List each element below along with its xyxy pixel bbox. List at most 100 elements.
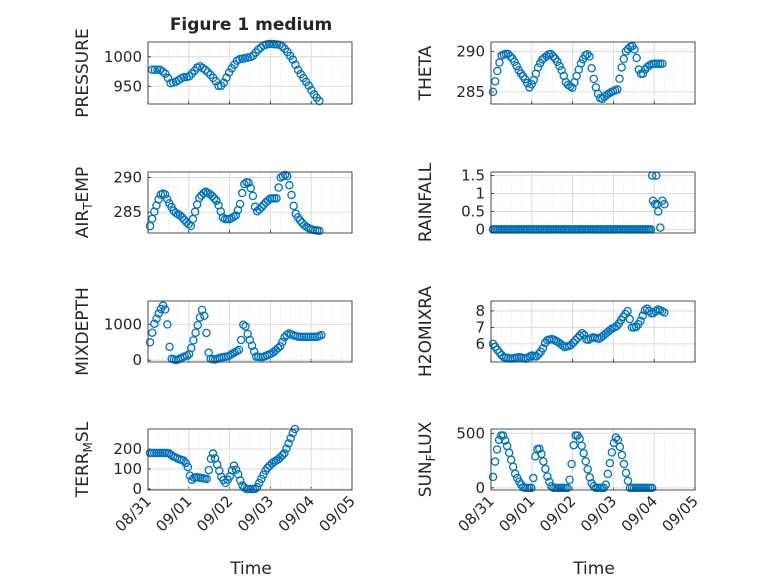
data-marker	[563, 483, 572, 493]
y-tick-label: 7	[475, 318, 485, 336]
data-marker	[249, 347, 259, 356]
data-marker	[231, 465, 241, 475]
y-axis-label: TERRMSL	[73, 421, 95, 498]
data-marker	[282, 171, 292, 181]
data-marker	[189, 336, 198, 345]
data-marker	[568, 83, 577, 92]
data-marker	[160, 305, 170, 314]
data-marker	[613, 85, 622, 94]
data-marker	[245, 335, 255, 345]
data-marker	[577, 328, 587, 338]
data-marker	[274, 183, 283, 192]
data-marker	[252, 207, 262, 216]
data-marker	[240, 179, 249, 189]
data-marker	[202, 328, 211, 338]
data-marker	[158, 67, 167, 76]
data-marker	[161, 69, 170, 78]
data-marker	[546, 49, 556, 59]
subplot-air-temp: 285 290 AIRTEMP	[73, 167, 353, 238]
data-marker	[179, 456, 188, 465]
data-marker	[630, 45, 639, 54]
data-marker	[195, 193, 204, 203]
data-marker	[147, 65, 157, 75]
data-marker	[558, 341, 567, 350]
data-marker	[236, 335, 246, 345]
data-marker	[542, 51, 551, 61]
data-marker	[229, 461, 239, 470]
data-marker	[259, 200, 268, 210]
y-axis-label: MIXDEPTH	[73, 287, 93, 376]
data-marker	[277, 42, 287, 51]
x-tick-label: 09/04	[618, 492, 661, 535]
data-marker	[317, 330, 326, 340]
data-marker	[184, 219, 193, 229]
data-marker	[587, 64, 596, 73]
data-marker	[165, 342, 174, 352]
data-marker	[492, 445, 502, 454]
data-marker	[300, 220, 309, 230]
data-marker	[508, 462, 518, 472]
data-marker	[510, 469, 520, 479]
axes-box	[490, 300, 696, 363]
y-tick-label: 0	[475, 220, 485, 238]
data-marker	[510, 57, 519, 67]
y-axis-label: SUNFLUX	[416, 421, 438, 497]
data-marker	[185, 72, 194, 81]
data-marker	[615, 442, 625, 452]
y-axis-label: AIRTEMP	[73, 167, 95, 238]
data-marker	[154, 195, 163, 204]
data-marker	[187, 343, 196, 353]
data-marker	[617, 63, 626, 72]
data-marker	[160, 190, 170, 199]
figure-title: Figure 1 medium	[170, 15, 332, 35]
data-marker	[605, 458, 615, 468]
data-marker	[532, 352, 541, 361]
data-marker	[315, 96, 324, 106]
data-marker	[612, 321, 621, 331]
data-marker	[280, 449, 289, 458]
data-marker	[602, 90, 611, 100]
data-marker	[625, 314, 634, 324]
data-marker	[545, 477, 554, 487]
data-marker	[284, 439, 293, 448]
data-marker	[247, 341, 257, 350]
x-tick-label: 09/01	[495, 492, 538, 535]
data-marker	[656, 223, 665, 232]
data-marker	[252, 482, 262, 492]
data-marker	[250, 202, 260, 212]
data-marker	[605, 325, 615, 335]
data-marker	[231, 211, 241, 220]
subplot-h2omixra: 678 H2OMIXRA	[416, 286, 696, 377]
data-marker	[658, 59, 667, 68]
data-marker	[212, 196, 221, 206]
data-marker	[278, 337, 287, 347]
subplot-rainfall: 00.511.5 RAINFALL	[416, 162, 696, 242]
data-marker	[166, 450, 176, 460]
axes-box	[490, 41, 696, 105]
data-marker	[579, 330, 589, 340]
data-marker	[145, 338, 155, 347]
y-tick-label: 1000	[104, 48, 142, 66]
x-axis-label-right: Time	[572, 559, 615, 579]
data-marker	[539, 457, 548, 466]
data-marker	[623, 476, 633, 486]
subplot-terr-msl: 0 100 200 TERRMSL 08/3109/0109/0209/0309/040…	[73, 421, 359, 535]
data-marker	[273, 343, 283, 353]
data-marker	[490, 457, 500, 466]
y-tick-label: 1.5	[461, 167, 485, 185]
y-tick-label: 6	[475, 335, 485, 353]
y-tick-label: 0.5	[461, 202, 485, 220]
data-marker	[543, 472, 552, 481]
y-tick-label: 500	[456, 424, 485, 442]
data-marker	[538, 343, 548, 353]
y-tick-label: 285	[113, 203, 142, 221]
data-marker	[239, 320, 248, 329]
data-marker	[275, 341, 285, 351]
y-tick-label: 290	[113, 169, 142, 187]
x-tick-label: 09/01	[152, 492, 195, 535]
data-marker	[254, 45, 263, 54]
data-marker	[638, 311, 647, 320]
subplot-theta: 285 290 THETA	[416, 41, 696, 105]
y-tick-label: 950	[113, 77, 142, 95]
